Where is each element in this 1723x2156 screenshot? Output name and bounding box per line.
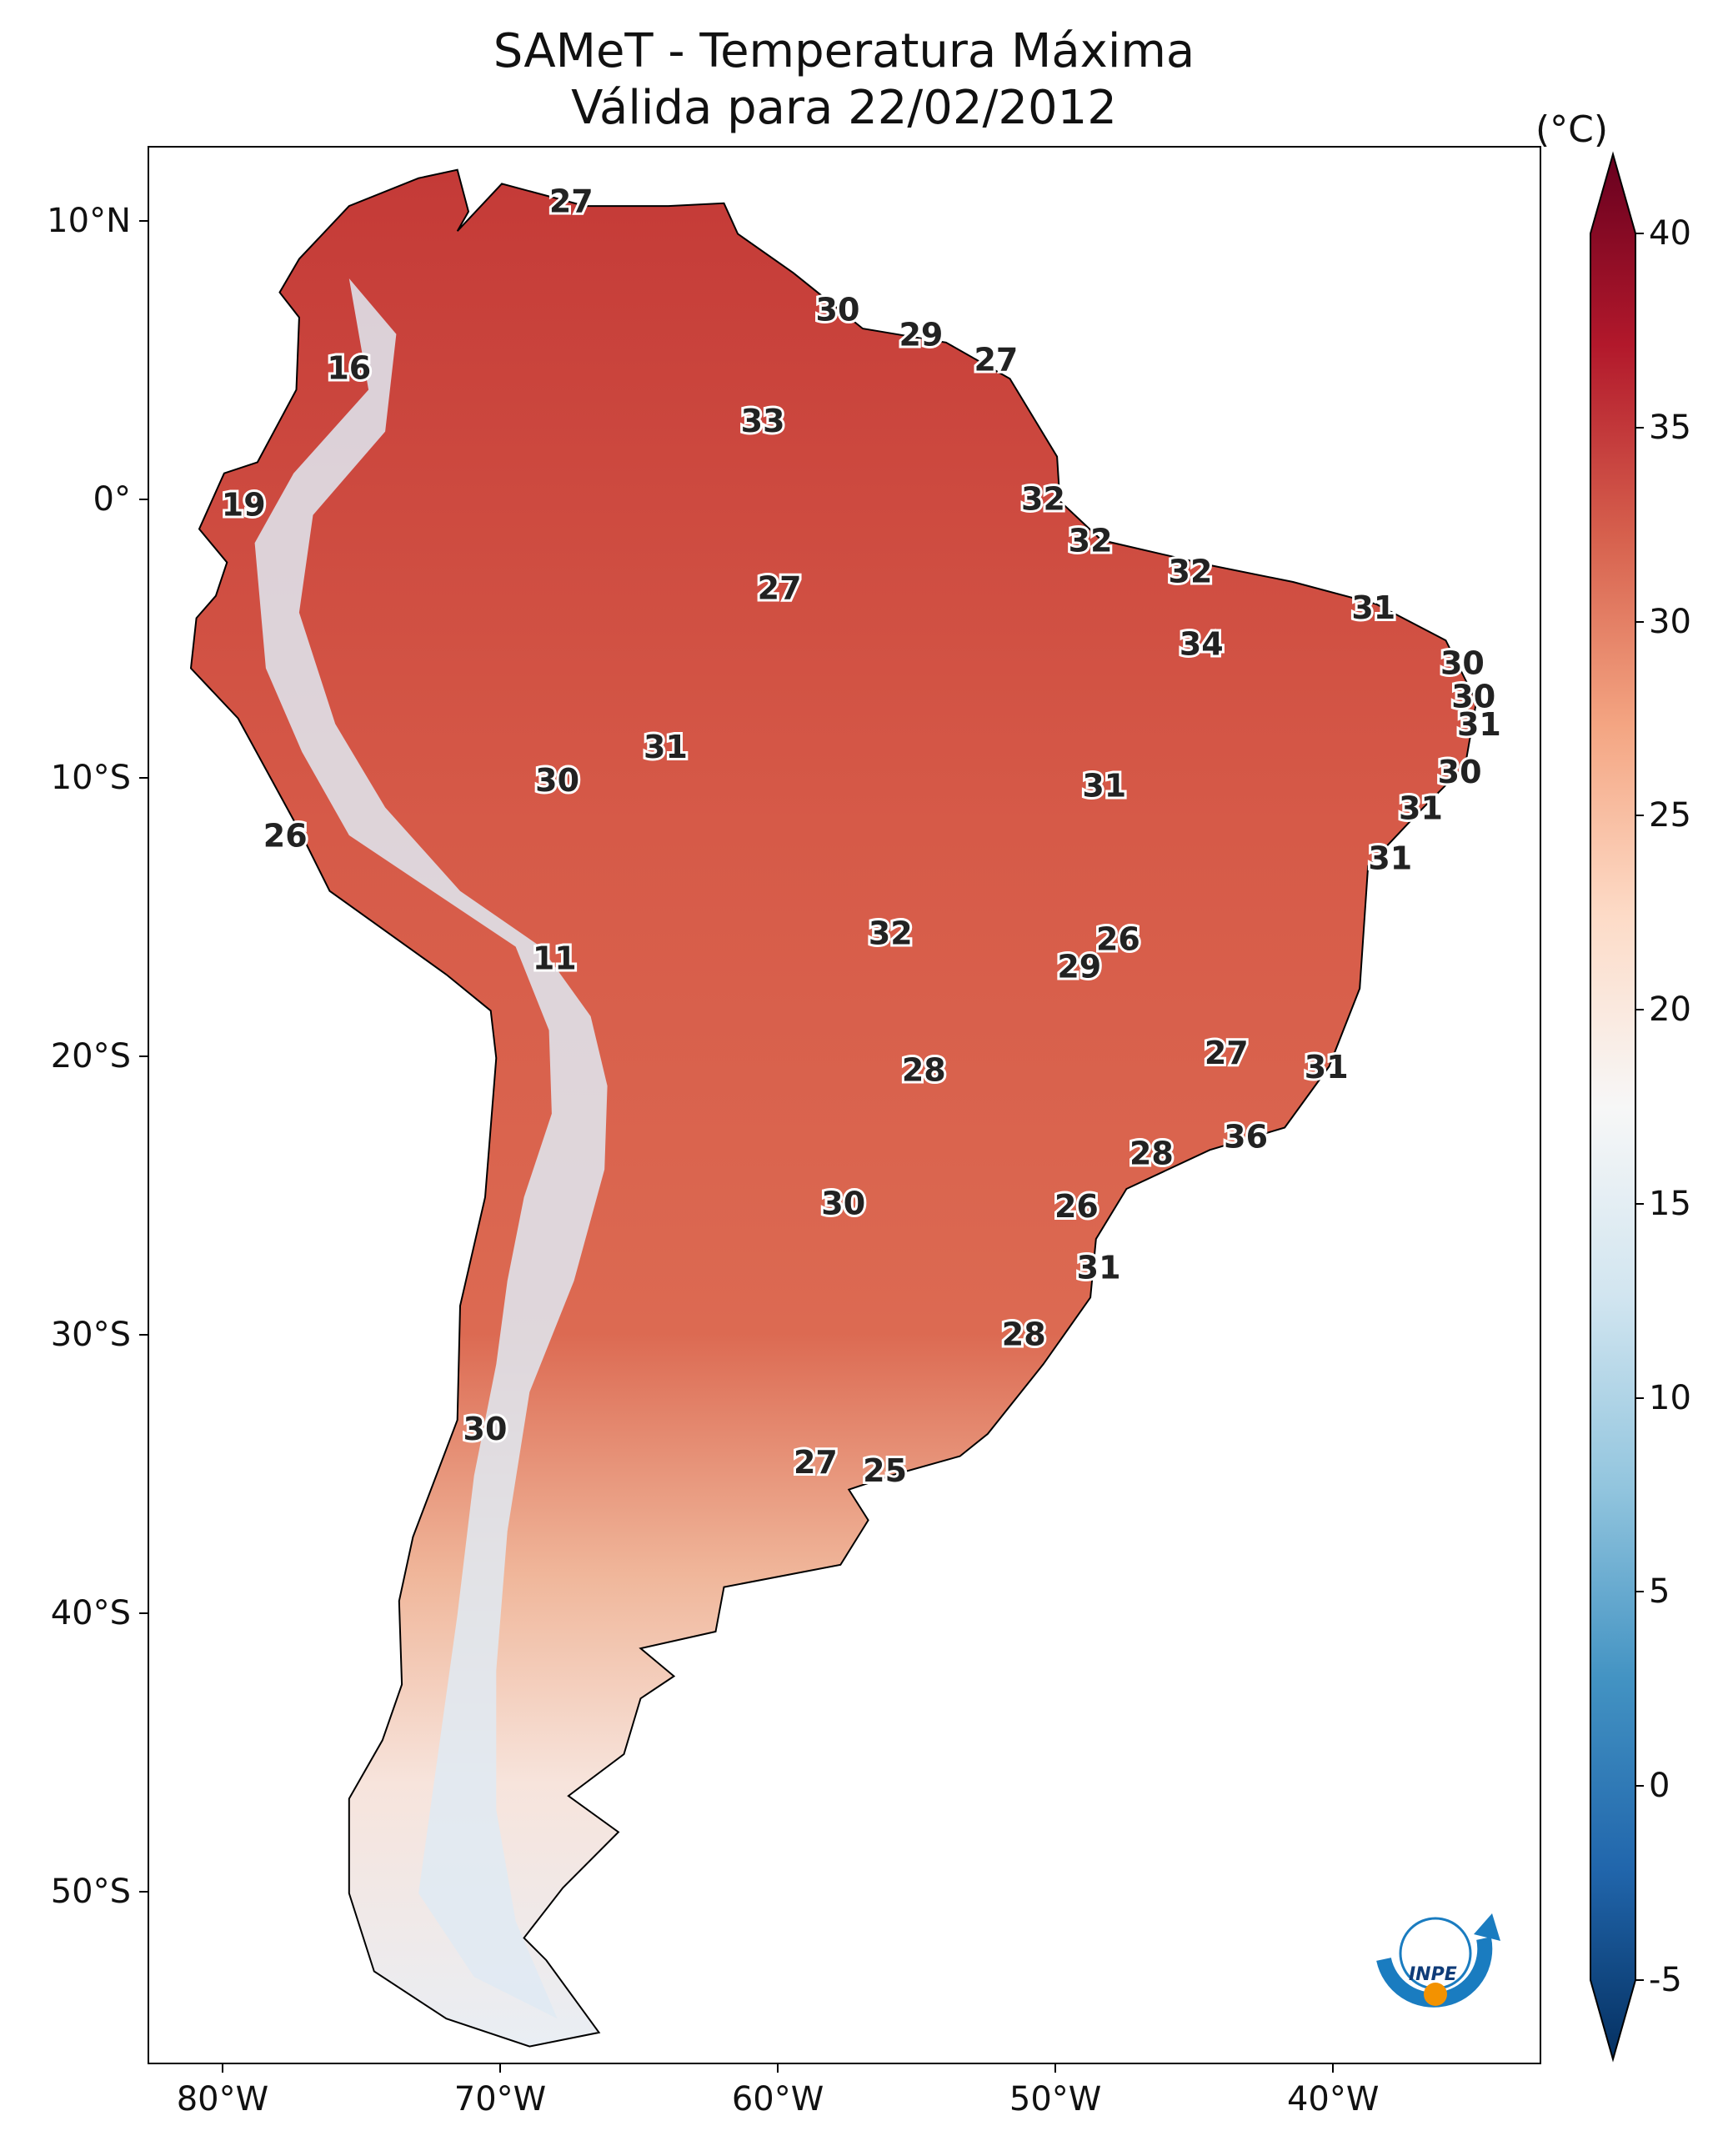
colorbar-tick-label: 0 (1649, 1767, 1670, 1806)
temperature-label: 31 (1305, 1049, 1349, 1086)
temperature-label: 26 (263, 818, 308, 855)
temperature-label: 33 (741, 403, 785, 439)
logo-text: INPE (1409, 1964, 1457, 1985)
temperature-label: 32 (869, 915, 913, 952)
lat-tick-label: 40°S (50, 1593, 131, 1632)
temperature-label: 30 (1438, 754, 1482, 790)
temperature-label: 26 (1096, 920, 1140, 957)
lon-tick-mark (221, 2064, 223, 2073)
lat-tick-mark (139, 220, 148, 223)
lon-tick-label: 70°W (453, 2080, 547, 2118)
temperature-label: 34 (1180, 625, 1224, 662)
temperature-label: 27 (549, 183, 594, 219)
temperature-label: 27 (974, 342, 1018, 379)
temperature-label: 29 (1057, 949, 1101, 985)
temperature-label: 32 (1021, 481, 1065, 518)
colorbar-tick-mark (1635, 1009, 1644, 1011)
lat-tick-mark (139, 1612, 148, 1614)
colorbar-tick-mark (1635, 620, 1644, 623)
temperature-label: 16 (327, 350, 371, 387)
temperature-label: 30 (821, 1186, 865, 1222)
lat-tick-label: 30°S (50, 1316, 131, 1355)
lon-tick-label: 60°W (731, 2080, 824, 2118)
colorbar-tick-mark (1635, 1396, 1644, 1399)
lat-tick-label: 20°S (50, 1037, 131, 1076)
lat-tick-label: 10°N (47, 202, 131, 241)
map-title: SAMeT - Temperatura Máxima (493, 24, 1195, 78)
temperature-label: 30 (816, 292, 860, 328)
temperature-label: 28 (1002, 1316, 1046, 1353)
lat-tick-label: 0° (93, 480, 131, 519)
lat-tick-mark (139, 777, 148, 780)
map-subtitle: Válida para 22/02/2012 (571, 81, 1117, 135)
temperature-label: 31 (644, 729, 688, 765)
lat-tick-mark (139, 499, 148, 501)
temperature-label: 32 (1069, 523, 1113, 559)
colorbar-tick-label: 25 (1649, 796, 1691, 835)
colorbar-tick-mark (1635, 1591, 1644, 1593)
colorbar-tick-mark (1635, 815, 1644, 817)
temperature-label: 30 (1451, 679, 1495, 715)
colorbar-tick-label: 5 (1649, 1572, 1670, 1612)
lat-tick-label: 50°S (50, 1872, 131, 1911)
colorbar-tick-mark (1635, 1202, 1644, 1205)
temperature-label: 29 (899, 317, 943, 353)
temperature-label: 31 (1457, 706, 1501, 743)
lat-tick-label: 10°S (50, 759, 131, 798)
colorbar-tick-label: 40 (1649, 214, 1691, 253)
colorbar-tick-mark (1635, 233, 1644, 234)
temperature-label: 31 (1368, 840, 1412, 876)
lon-tick-mark (498, 2064, 501, 2073)
lon-tick-mark (777, 2064, 779, 2073)
temperature-label: 30 (463, 1411, 508, 1447)
colorbar-gradient (1590, 151, 1636, 2063)
colorbar-tick-mark (1635, 1785, 1644, 1787)
colorbar-tick-mark (1635, 1979, 1644, 1981)
lon-tick-label: 80°W (176, 2080, 269, 2118)
colorbar (1590, 151, 1636, 2063)
colorbar-tick-label: 15 (1649, 1184, 1691, 1223)
lon-tick-mark (1332, 2064, 1335, 2073)
temperature-label: 30 (535, 762, 579, 799)
colorbar-tick-mark (1635, 426, 1644, 429)
colorbar-tick-label: 30 (1649, 602, 1691, 641)
temperature-label: 32 (1169, 554, 1213, 590)
colorbar-tick-label: 20 (1649, 990, 1691, 1030)
temperature-label: 30 (1440, 645, 1485, 682)
lon-tick-label: 50°W (1009, 2080, 1102, 2118)
colorbar-unit: (°C) (1535, 108, 1609, 151)
temperature-label: 31 (1399, 790, 1443, 826)
temperature-label: 31 (1351, 589, 1395, 626)
lat-tick-mark (139, 1055, 148, 1058)
temperature-label: 28 (1129, 1135, 1174, 1171)
colorbar-tick-label: 35 (1649, 408, 1691, 447)
lon-tick-label: 40°W (1286, 2080, 1380, 2118)
temperature-label: 27 (794, 1444, 838, 1481)
temperature-label: 36 (1224, 1118, 1268, 1155)
temperature-label: 11 (533, 940, 577, 977)
temperature-label: 31 (1077, 1249, 1121, 1286)
temperature-label: 19 (222, 486, 266, 523)
lon-tick-mark (1054, 2064, 1057, 2073)
temperature-label: 26 (1054, 1188, 1099, 1225)
lat-tick-mark (139, 1890, 148, 1893)
temperature-label: 27 (1205, 1035, 1249, 1071)
lat-tick-mark (139, 1334, 148, 1336)
temperature-label: 28 (902, 1051, 946, 1088)
inpe-logo: INPE (1376, 1913, 1500, 2008)
continent-shape (189, 168, 1478, 2048)
colorbar-tick-label: -5 (1649, 1961, 1682, 1999)
temperature-label: 27 (758, 570, 802, 607)
colorbar-tick-label: 10 (1649, 1378, 1691, 1417)
map-area: 27 30 29 27 16 33 19 32 32 27 32 31 34 30 30 31 31 30 31 30… (148, 146, 1541, 2064)
temperature-label: 31 (1082, 768, 1126, 805)
temperature-label: 25 (863, 1452, 907, 1489)
